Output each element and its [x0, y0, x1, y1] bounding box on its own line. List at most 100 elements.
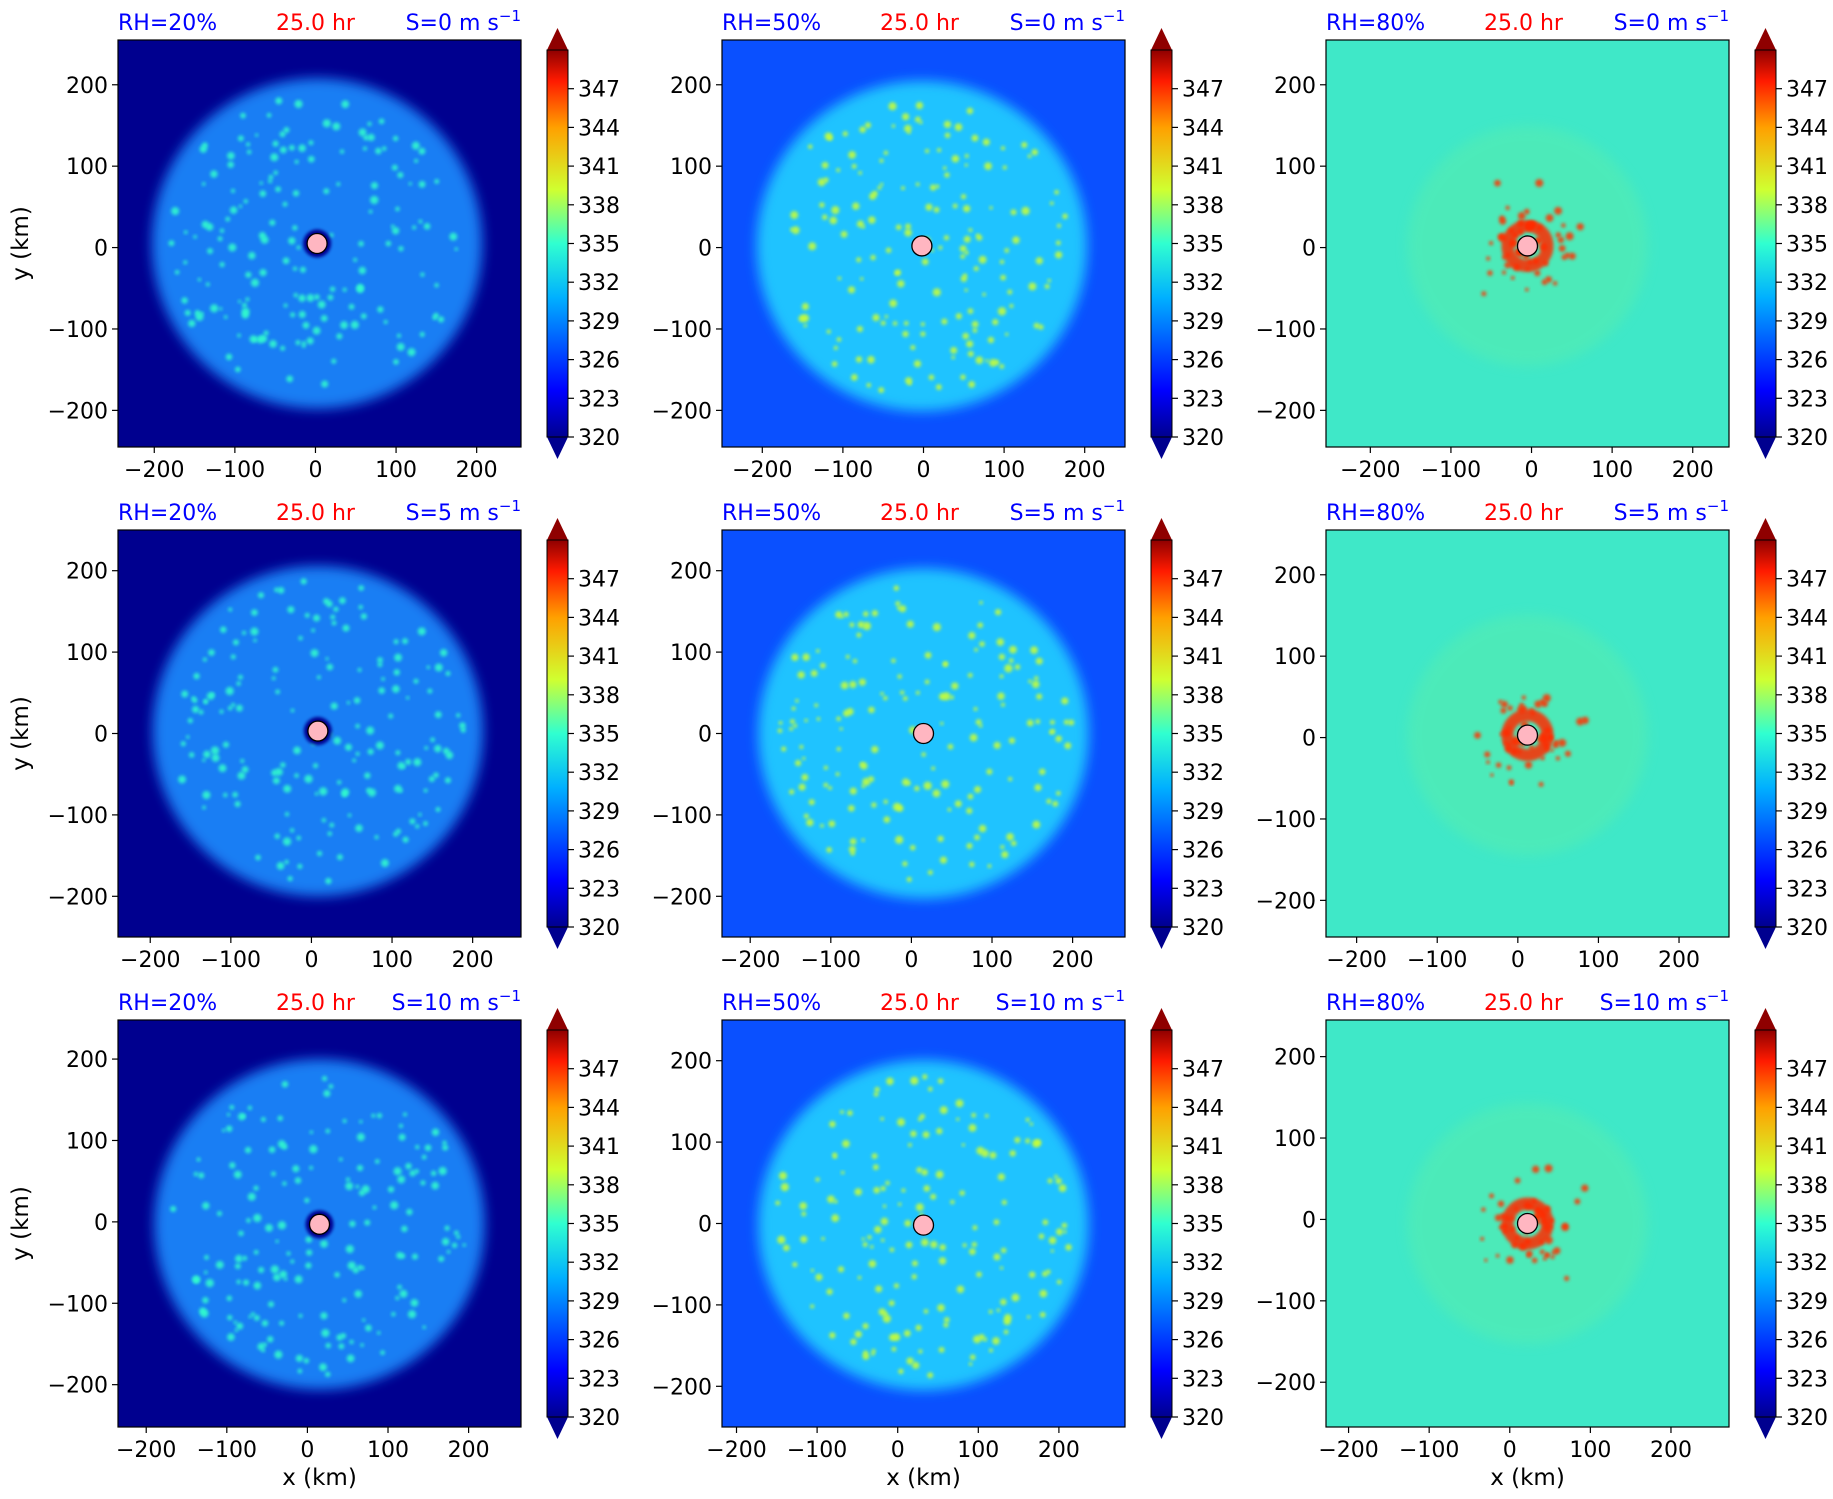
convective-spot — [398, 1133, 406, 1141]
convective-spot — [283, 303, 288, 308]
colorbar-gradient — [547, 1030, 568, 1417]
convective-spot — [791, 226, 800, 235]
convective-spot — [314, 791, 319, 796]
convective-spot — [920, 322, 925, 327]
convective-spot — [967, 793, 974, 800]
colorbar-tick-label: 320 — [1182, 1406, 1224, 1431]
convective-spot — [282, 201, 288, 207]
convective-spot — [393, 831, 399, 837]
convective-spot — [201, 182, 206, 186]
convective-spot — [798, 314, 806, 323]
convective-spot — [376, 1113, 383, 1119]
rh-label: RH=50% — [722, 501, 821, 526]
convective-spot — [938, 1346, 945, 1353]
convective-spot — [401, 1225, 408, 1233]
convective-spot — [277, 1115, 283, 1122]
x-tick-label: 100 — [971, 948, 1013, 973]
convective-spot — [880, 182, 884, 187]
convective-spot — [415, 1144, 420, 1150]
shear-label: S=10 m s−1 — [996, 987, 1125, 1016]
convective-spot — [998, 653, 1006, 661]
convective-spot — [994, 608, 1002, 616]
convective-spot — [237, 333, 241, 338]
convective-spot — [240, 112, 246, 119]
convective-spot — [799, 744, 804, 749]
convective-spot — [341, 791, 348, 798]
convective-spot — [253, 638, 257, 643]
convective-spot — [979, 641, 985, 647]
convective-spot — [836, 337, 842, 342]
y-tick-label: 100 — [66, 1129, 108, 1154]
convective-spot — [244, 1146, 252, 1154]
convective-spot — [381, 146, 387, 151]
x-tick-label: −100 — [1399, 1438, 1459, 1463]
colorbar-tick-label: 335 — [578, 723, 620, 748]
convective-spot — [938, 1257, 947, 1265]
convective-spot — [298, 294, 306, 302]
convective-spot — [431, 1181, 439, 1190]
convective-spot — [833, 345, 838, 350]
convective-spot — [901, 1188, 906, 1193]
convective-spot — [409, 818, 416, 825]
convective-spot — [1481, 291, 1487, 297]
convective-spot — [975, 719, 982, 726]
colorbar-tick-label: 323 — [1182, 877, 1224, 902]
convective-spot — [821, 161, 829, 169]
convective-spot — [967, 672, 973, 678]
convective-spot — [204, 1270, 208, 1275]
y-tick-label: −200 — [1256, 399, 1316, 424]
convective-spot — [1554, 206, 1563, 215]
convective-spot — [295, 1354, 304, 1362]
convective-spot — [1480, 1236, 1485, 1241]
convective-spot — [1544, 1164, 1553, 1173]
convective-spot — [778, 720, 783, 725]
convective-spot — [1489, 1193, 1494, 1199]
convective-spot — [342, 624, 350, 632]
convective-spot — [831, 361, 838, 367]
convective-spot — [295, 339, 301, 346]
convective-spot — [912, 1361, 920, 1370]
convective-spot — [221, 1128, 226, 1133]
convective-spot — [972, 1225, 978, 1231]
convective-spot — [294, 99, 303, 109]
convective-spot — [325, 600, 333, 608]
convective-spot — [407, 348, 416, 357]
convective-spot — [1021, 141, 1028, 148]
convective-spot — [1010, 840, 1017, 847]
convective-spot — [981, 1149, 989, 1158]
convective-spot — [880, 320, 886, 326]
convective-spot — [888, 102, 897, 111]
convective-spot — [978, 724, 983, 728]
convective-spot — [1481, 1207, 1486, 1212]
convective-spot — [422, 1325, 426, 1329]
convective-spot — [1007, 289, 1013, 295]
rh-label: RH=20% — [118, 991, 217, 1016]
y-tick-label: −100 — [1256, 318, 1316, 343]
convective-spot — [856, 220, 865, 228]
convective-spot — [1052, 800, 1059, 807]
convective-spot — [259, 181, 263, 185]
convective-spot — [978, 255, 987, 264]
convective-spot — [395, 1295, 400, 1301]
convective-spot — [942, 166, 947, 170]
convective-spot — [330, 702, 338, 710]
convective-spot — [454, 247, 458, 251]
convective-spot — [320, 314, 328, 322]
convective-spot — [241, 302, 248, 308]
convective-spot — [433, 772, 439, 778]
convective-spot — [1524, 761, 1533, 769]
convective-spot — [402, 836, 409, 843]
convective-spot — [1506, 1256, 1514, 1264]
x-tick-label: −200 — [720, 948, 780, 973]
convective-spot — [352, 758, 357, 763]
convective-spot — [988, 1309, 993, 1314]
colorbar-tick-label: 329 — [578, 800, 620, 825]
convective-spot — [941, 318, 948, 325]
convective-spot — [298, 310, 306, 319]
convective-spot — [268, 1146, 276, 1153]
convective-spot — [294, 159, 299, 164]
convective-spot — [1029, 1122, 1034, 1126]
time-label: 25.0 hr — [880, 501, 960, 526]
convective-spot — [879, 158, 884, 163]
convective-spot — [943, 1322, 949, 1328]
